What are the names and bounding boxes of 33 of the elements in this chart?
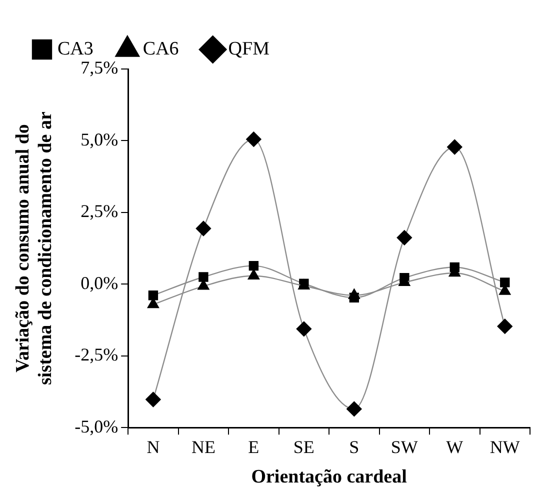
point xyxy=(248,260,259,271)
y-tick-label: 7,5% xyxy=(80,58,118,78)
point xyxy=(246,132,262,147)
point xyxy=(198,272,208,282)
legend-label: CA3 xyxy=(58,38,94,60)
x-tick-label: E xyxy=(248,437,260,458)
y-tick-label: 2,5% xyxy=(80,201,118,222)
y-tick-label: -5,0% xyxy=(74,416,118,436)
legend-label: QFM xyxy=(228,38,270,60)
point xyxy=(447,139,462,155)
x-tick-label: S xyxy=(349,437,360,458)
x-tick-label: SE xyxy=(293,437,314,458)
point xyxy=(348,288,360,299)
legend-label: CA6 xyxy=(142,38,179,60)
y-tick-label: -2,5% xyxy=(74,344,118,365)
point xyxy=(196,220,212,236)
point xyxy=(148,290,158,300)
y-tick-label: 0,0% xyxy=(80,272,118,293)
point xyxy=(396,230,412,246)
y-tick-label: 5,0% xyxy=(80,129,118,150)
point xyxy=(146,392,161,408)
point xyxy=(497,318,512,334)
x-tick-label: SW xyxy=(390,437,418,458)
point xyxy=(346,401,362,417)
x-tick-label: NW xyxy=(490,437,520,458)
x-tick-label: W xyxy=(446,437,464,458)
x-axis-title: Orientação cardeal xyxy=(251,466,407,488)
point xyxy=(248,269,260,280)
x-tick-label: NE xyxy=(191,437,216,458)
point xyxy=(500,278,510,288)
x-tick-label: N xyxy=(146,437,160,458)
y-axis-title: Variação do consumo anual do sistema de condicionamento de ar xyxy=(12,111,56,385)
point xyxy=(296,321,312,337)
